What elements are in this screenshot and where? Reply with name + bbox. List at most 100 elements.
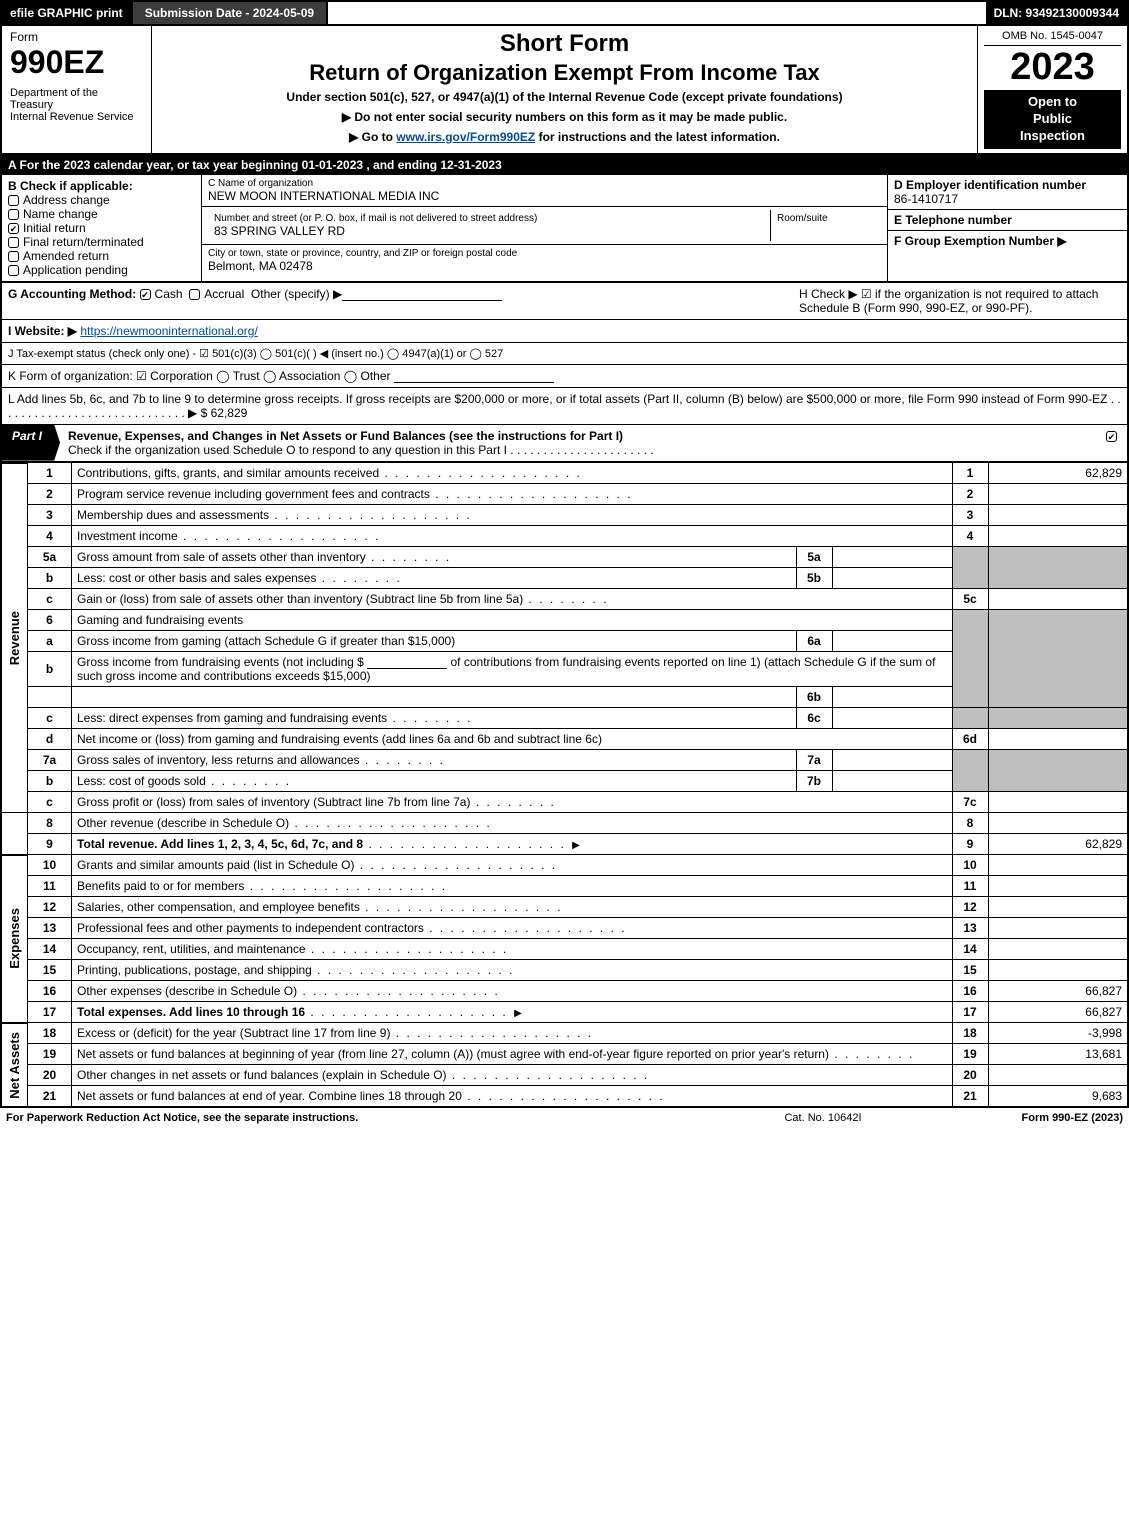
part-i-endcheck (1100, 425, 1127, 461)
l7b-text: Less: cost of goods sold (77, 774, 291, 788)
b-final-return: Final return/terminated (23, 235, 144, 249)
i-label: I Website: ▶ (8, 324, 77, 338)
row-6d: d Net income or (loss) from gaming and f… (1, 729, 1128, 750)
org-addr: 83 SPRING VALLEY RD (214, 224, 764, 238)
org-name: NEW MOON INTERNATIONAL MEDIA INC (208, 189, 881, 203)
part-i-table: Revenue 1 Contributions, gifts, grants, … (0, 462, 1129, 1109)
b-initial-return: Initial return (23, 221, 86, 235)
row-5c: c Gain or (loss) from sale of assets oth… (1, 589, 1128, 610)
topbar: efile GRAPHIC print Submission Date - 20… (0, 0, 1129, 26)
header: Form 990EZ Department of the Treasury In… (0, 26, 1129, 155)
note-goto-post: for instructions and the latest informat… (535, 130, 780, 144)
l-amount: 62,829 (211, 406, 248, 420)
amt-19: 13,681 (988, 1044, 1128, 1065)
l3-text: Membership dues and assessments (77, 508, 472, 522)
d-ein-label: D Employer identification number (894, 178, 1086, 192)
department: Department of the Treasury Internal Reve… (10, 87, 143, 123)
l8-text: Other revenue (describe in Schedule O) (77, 816, 492, 830)
note-goto-pre: ▶ Go to (349, 130, 396, 144)
right-col: OMB No. 1545-0047 2023 Open to Public In… (977, 26, 1127, 153)
l18-text: Excess or (deficit) for the year (Subtra… (77, 1026, 593, 1040)
l20-text: Other changes in net assets or fund bala… (77, 1068, 649, 1082)
footer-left: For Paperwork Reduction Act Notice, see … (6, 1112, 723, 1124)
part-i-tag: Part I (2, 425, 60, 461)
g-other: Other (specify) ▶ (251, 287, 342, 301)
tax-year: 2023 (984, 48, 1121, 86)
l12-text: Salaries, other compensation, and employ… (77, 900, 563, 914)
part-i-check: Check if the organization used Schedule … (68, 443, 507, 457)
website-link[interactable]: https://newmooninternational.org/ (80, 324, 257, 338)
row-17: 17 Total expenses. Add lines 10 through … (1, 1002, 1128, 1023)
row-11: 11 Benefits paid to or for members 11 (1, 876, 1128, 897)
room-label: Room/suite (777, 213, 875, 224)
l6-text: Gaming and fundraising events (72, 610, 953, 631)
cbx-address[interactable] (8, 195, 19, 206)
b-amended-return: Amended return (23, 249, 109, 263)
cbx-accrual[interactable] (189, 289, 200, 300)
b-label: B Check if applicable: (8, 179, 133, 193)
row-10: Expenses 10 Grants and similar amounts p… (1, 855, 1128, 876)
row-12: 12 Salaries, other compensation, and emp… (1, 897, 1128, 918)
c-city-row: City or town, state or province, country… (202, 245, 887, 276)
row-13: 13 Professional fees and other payments … (1, 918, 1128, 939)
footer: For Paperwork Reduction Act Notice, see … (0, 1108, 1129, 1128)
l7c-text: Gross profit or (loss) from sales of inv… (77, 795, 556, 809)
note-ssn: ▶ Do not enter social security numbers o… (160, 110, 969, 124)
l6c-text: Less: direct expenses from gaming and fu… (77, 711, 473, 725)
line-h: H Check ▶ ☑ if the organization is not r… (791, 287, 1121, 315)
row-16: 16 Other expenses (describe in Schedule … (1, 981, 1128, 1002)
f-group-row: F Group Exemption Number ▶ (888, 231, 1127, 281)
spacer (328, 2, 985, 24)
cbx-amended[interactable] (8, 251, 19, 262)
ein-value: 86-1410717 (894, 192, 1121, 206)
f-group-label: F Group Exemption Number ▶ (894, 234, 1067, 248)
amt-18: -3,998 (988, 1023, 1128, 1044)
row-14: 14 Occupancy, rent, utilities, and maint… (1, 939, 1128, 960)
cbx-final[interactable] (8, 237, 19, 248)
line-j: J Tax-exempt status (check only one) - ☑… (0, 343, 1129, 365)
amt-21: 9,683 (988, 1086, 1128, 1108)
l1-text: Contributions, gifts, grants, and simila… (77, 466, 582, 480)
row-3: 3 Membership dues and assessments 3 (1, 505, 1128, 526)
row-7a: 7a Gross sales of inventory, less return… (1, 750, 1128, 771)
part-i-title-wrap: Revenue, Expenses, and Changes in Net As… (60, 425, 1100, 461)
row-20: 20 Other changes in net assets or fund b… (1, 1065, 1128, 1086)
efile-label: efile GRAPHIC print (2, 2, 131, 24)
g-label: G Accounting Method: (8, 287, 136, 301)
row-19: 19 Net assets or fund balances at beginn… (1, 1044, 1128, 1065)
l16-text: Other expenses (describe in Schedule O) (77, 984, 500, 998)
l21-text: Net assets or fund balances at end of ye… (77, 1089, 665, 1103)
dln: DLN: 93492130009344 (986, 2, 1127, 24)
cbx-cash[interactable] (140, 289, 151, 300)
l11-text: Benefits paid to or for members (77, 879, 447, 893)
g-cash: Cash (155, 287, 183, 301)
row-2: 2 Program service revenue including gove… (1, 484, 1128, 505)
c-city-label: City or town, state or province, country… (208, 248, 881, 259)
line-k: K Form of organization: ☑ Corporation ◯ … (0, 365, 1129, 388)
c-name-row: C Name of organization NEW MOON INTERNAT… (202, 175, 887, 207)
g-other-blank (342, 287, 502, 301)
e-tel-row: E Telephone number (888, 210, 1127, 231)
amt-1: 62,829 (988, 463, 1128, 484)
b-address-change: Address change (23, 193, 110, 207)
l10-text: Grants and similar amounts paid (list in… (77, 858, 557, 872)
row-18: Net Assets 18 Excess or (deficit) for th… (1, 1023, 1128, 1044)
row-8: 8 Other revenue (describe in Schedule O)… (1, 813, 1128, 834)
row-7c: c Gross profit or (loss) from sales of i… (1, 792, 1128, 813)
line-i: I Website: ▶ https://newmooninternationa… (0, 320, 1129, 343)
amt-16: 66,827 (988, 981, 1128, 1002)
l15-text: Printing, publications, postage, and shi… (77, 963, 515, 977)
cbx-pending[interactable] (8, 265, 19, 276)
k-other-blank (394, 369, 554, 383)
b-application-pending: Application pending (23, 263, 128, 277)
cbx-name[interactable] (8, 209, 19, 220)
line-g-h: G Accounting Method: Cash Accrual Other … (0, 283, 1129, 320)
b-name-change: Name change (23, 207, 98, 221)
l14-text: Occupancy, rent, utilities, and maintena… (77, 942, 508, 956)
l17-text: Total expenses. Add lines 10 through 16 (77, 1005, 305, 1019)
irs-link[interactable]: www.irs.gov/Form990EZ (396, 130, 535, 144)
cbx-initial[interactable] (8, 223, 19, 234)
c-name-label: C Name of organization (208, 178, 881, 189)
cbx-part-i[interactable] (1106, 431, 1117, 442)
l6a-text: Gross income from gaming (attach Schedul… (77, 634, 455, 648)
